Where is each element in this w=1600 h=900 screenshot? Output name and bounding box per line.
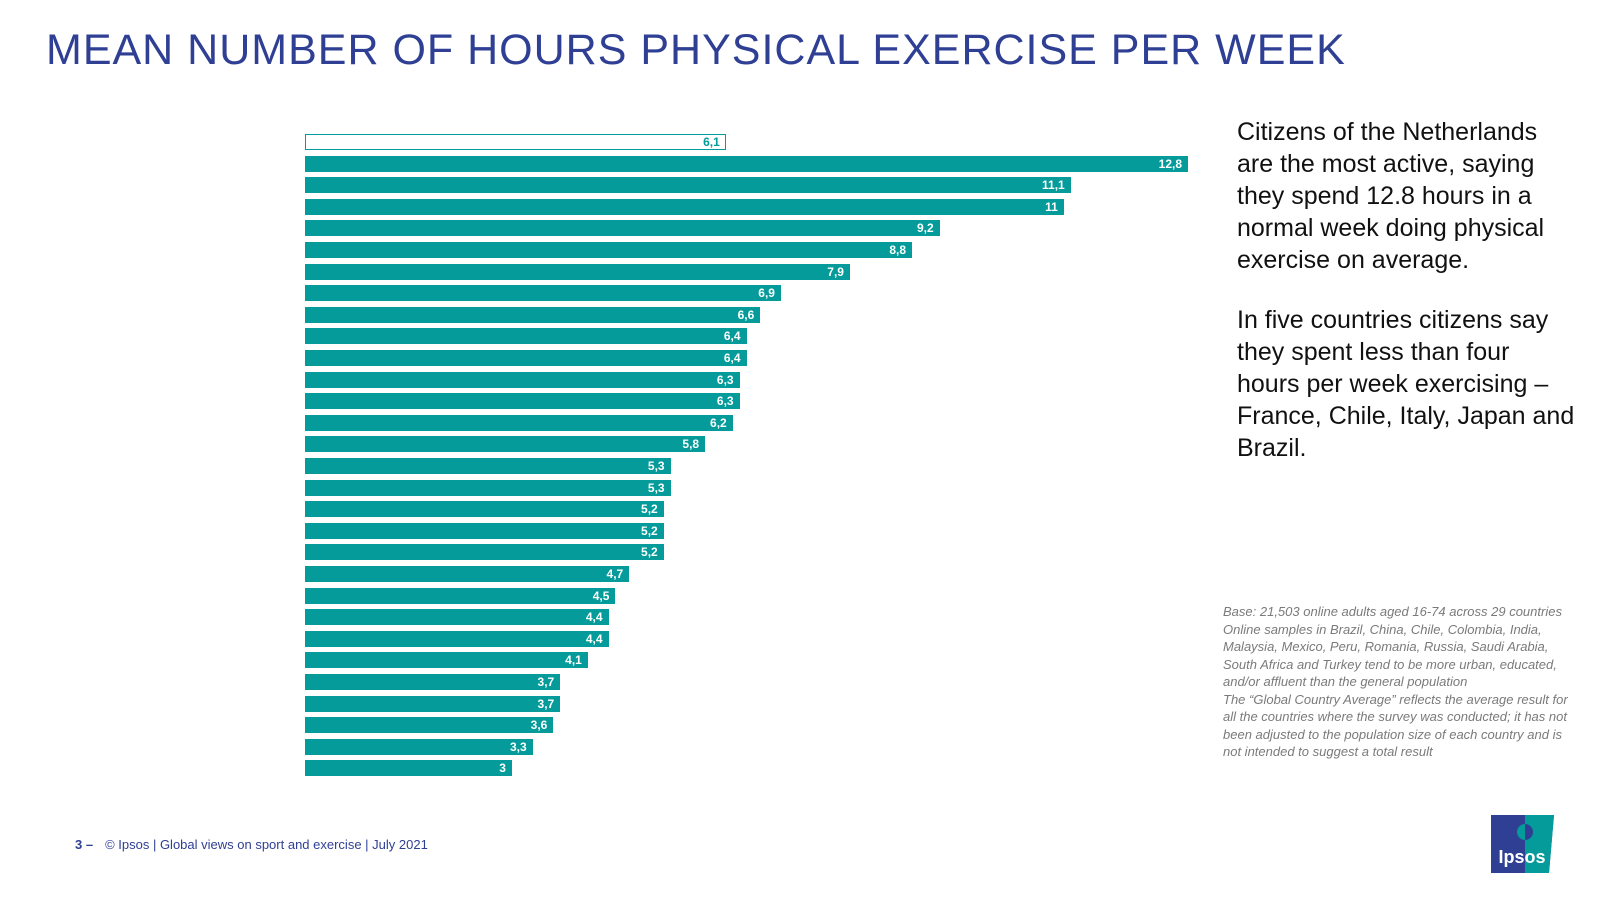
bar <box>305 501 664 518</box>
value-label: 5,3 <box>647 459 665 473</box>
value-label: 9,2 <box>916 221 934 236</box>
bar <box>305 263 850 280</box>
value-label: 8,8 <box>889 243 907 257</box>
footnote: Base: 21,503 online adults aged 16-74 ac… <box>1223 604 1562 619</box>
bar <box>305 436 706 453</box>
value-label: 6,2 <box>710 415 727 430</box>
bar <box>305 479 671 496</box>
value-label: 4,1 <box>565 653 582 668</box>
bar <box>305 695 561 712</box>
value-label: 5,8 <box>682 437 700 452</box>
value-label: 6,4 <box>723 351 741 365</box>
bar <box>305 242 913 258</box>
bar <box>305 566 630 582</box>
bar <box>305 155 1188 172</box>
value-label: 3,7 <box>537 696 555 711</box>
bar <box>305 285 781 302</box>
value-label: 6,6 <box>737 307 755 322</box>
value-label: 4,5 <box>592 588 610 603</box>
bar <box>305 652 588 669</box>
page-title: MEAN NUMBER OF HOURS PHYSICAL EXERCISE P… <box>46 26 1346 74</box>
bar <box>305 458 671 474</box>
value-label: 3,6 <box>530 718 548 733</box>
bar <box>305 414 733 431</box>
footnote: Online samples in Brazil, China, Chile, … <box>1223 621 1557 690</box>
footer: 3 – © Ipsos | Global views on sport and e… <box>75 837 428 852</box>
value-label: 5,2 <box>641 502 658 517</box>
bar <box>305 393 740 410</box>
value-label: 7,9 <box>827 264 844 279</box>
value-label: 12,8 <box>1158 156 1182 171</box>
footnotes: Base: 21,503 online adults aged 16-74 ac… <box>1223 603 1573 761</box>
footer-text: © Ipsos | Global views on sport and exer… <box>105 837 428 852</box>
value-label: 5,3 <box>647 480 665 495</box>
bar <box>305 630 609 647</box>
value-label: 6,1 <box>703 135 720 149</box>
value-label: 5,2 <box>641 545 658 560</box>
svg-text:Ipsos: Ipsos <box>1498 847 1545 867</box>
footnote: The “Global Country Average” reflects th… <box>1223 691 1568 760</box>
value-label: 3,3 <box>509 739 527 754</box>
bar <box>305 198 1064 215</box>
value-label: 5,2 <box>641 523 658 538</box>
value-label: 11,1 <box>1042 178 1065 193</box>
insight-paragraph: In five countries citizens say they spen… <box>1237 306 1575 462</box>
bar <box>305 738 533 755</box>
bar <box>305 522 664 539</box>
value-label: 4,4 <box>585 610 603 625</box>
bar <box>305 306 761 323</box>
bar <box>305 328 747 345</box>
bar <box>305 544 664 561</box>
bar <box>305 674 561 690</box>
bar <box>305 371 740 388</box>
insight-text: Citizens of the Netherlands are the most… <box>1237 116 1577 492</box>
ipsos-logo: Ipsos <box>1491 815 1554 873</box>
bar <box>305 350 747 366</box>
value-label: 6,3 <box>716 372 734 387</box>
value-label: 6,3 <box>716 394 734 409</box>
insight-paragraph: Citizens of the Netherlands are the most… <box>1237 118 1545 274</box>
bar <box>305 760 512 777</box>
value-label: 3 <box>499 761 506 776</box>
value-label: 11 <box>1045 199 1058 214</box>
value-label: 6,9 <box>758 286 775 301</box>
bar <box>305 177 1071 194</box>
value-label: 3,7 <box>537 675 555 689</box>
average-bar <box>305 134 726 150</box>
value-label: 4,7 <box>606 567 624 581</box>
bar <box>305 587 616 604</box>
bar <box>305 220 940 237</box>
bar <box>305 717 554 734</box>
page-number: 3 – <box>75 837 94 852</box>
value-label: 4,4 <box>585 631 603 646</box>
value-label: 6,4 <box>723 329 741 344</box>
bar <box>305 609 609 626</box>
